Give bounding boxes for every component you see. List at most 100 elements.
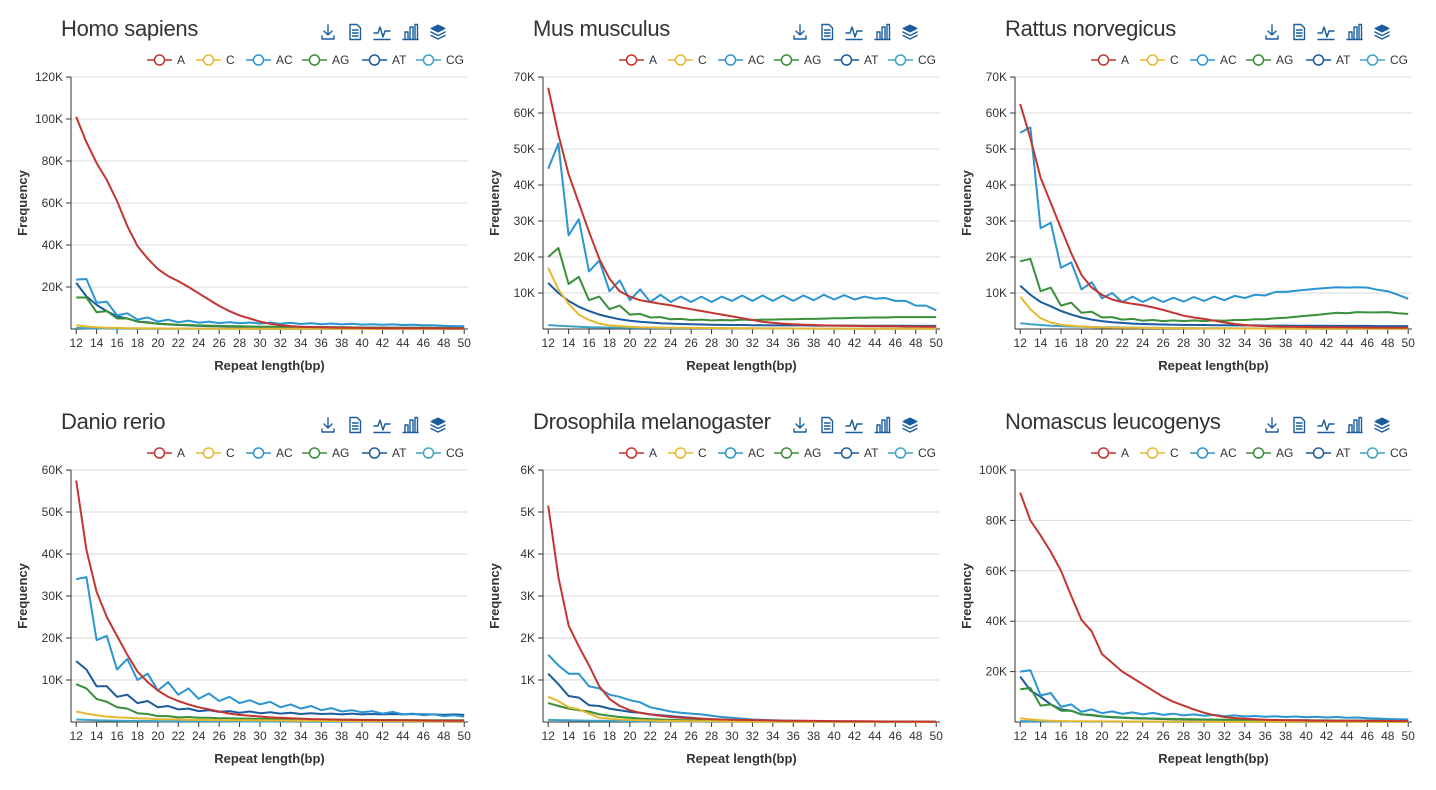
line-chart-icon[interactable]: [1316, 415, 1336, 435]
stack-icon[interactable]: [1372, 415, 1392, 435]
stack-icon[interactable]: [428, 22, 448, 42]
legend-item-cg[interactable]: CG: [1360, 53, 1408, 67]
line-chart-icon[interactable]: [844, 415, 864, 435]
series-line-ac[interactable]: [1020, 669, 1409, 721]
series-line-ag[interactable]: [547, 247, 937, 322]
legend-item-a[interactable]: A: [147, 446, 185, 460]
legend-item-cg[interactable]: CG: [888, 53, 936, 67]
x-tick-label: 28: [705, 729, 719, 743]
legend-item-ag[interactable]: AG: [774, 446, 821, 460]
legend-item-a[interactable]: A: [619, 446, 657, 460]
data-view-icon[interactable]: [345, 415, 365, 435]
download-icon[interactable]: [1262, 415, 1282, 435]
legend-item-a[interactable]: A: [147, 53, 185, 67]
x-tick-label: 36: [315, 729, 329, 743]
legend-item-c[interactable]: C: [668, 53, 707, 67]
legend-item-ag[interactable]: AG: [1246, 53, 1293, 67]
x-axis-label: Repeat length(bp): [686, 751, 797, 766]
download-icon[interactable]: [790, 415, 810, 435]
series-line-a[interactable]: [1019, 492, 1409, 723]
x-tick-label: 12: [70, 729, 84, 743]
legend-item-cg[interactable]: CG: [416, 53, 464, 67]
legend-item-at[interactable]: AT: [834, 446, 879, 460]
legend-item-ag[interactable]: AG: [302, 53, 349, 67]
legend-item-ac[interactable]: AC: [246, 53, 293, 67]
legend-circle-marker: [368, 447, 381, 459]
series-line-ac[interactable]: [547, 654, 937, 723]
legend-item-ag[interactable]: AG: [774, 53, 821, 67]
download-icon[interactable]: [1262, 22, 1282, 42]
series-line-ac[interactable]: [75, 576, 465, 718]
legend-item-ac[interactable]: AC: [246, 446, 293, 460]
legend-label: AG: [332, 53, 349, 67]
bar-chart-icon[interactable]: [1344, 415, 1364, 435]
legend-item-ac[interactable]: AC: [1190, 446, 1237, 460]
line-chart-icon[interactable]: [844, 22, 864, 42]
bar-chart-icon[interactable]: [400, 22, 420, 42]
data-view-icon[interactable]: [817, 22, 837, 42]
legend-item-at[interactable]: AT: [834, 53, 879, 67]
y-tick-label: 10K: [42, 673, 63, 687]
legend-item-cg[interactable]: CG: [1360, 446, 1408, 460]
series-line-c[interactable]: [1019, 295, 1409, 330]
line-chart-icon[interactable]: [372, 22, 392, 42]
y-tick-label: 40K: [514, 178, 535, 192]
series-line-c[interactable]: [75, 710, 465, 723]
legend-item-c[interactable]: C: [1140, 53, 1179, 67]
legend-item-at[interactable]: AT: [362, 53, 407, 67]
legend-circle-marker: [1252, 54, 1265, 66]
bar-chart-icon[interactable]: [872, 415, 892, 435]
series-line-at[interactable]: [75, 660, 465, 716]
legend-item-at[interactable]: AT: [1306, 53, 1351, 67]
chart-panel: Nomascus leucogenys A C AC AG AT CG 20K 40K 60K 80…: [944, 393, 1416, 785]
legend-item-ag[interactable]: AG: [1246, 446, 1293, 460]
legend-item-ac[interactable]: AC: [718, 446, 765, 460]
legend-item-a[interactable]: A: [619, 53, 657, 67]
legend-item-a[interactable]: A: [1091, 53, 1129, 67]
legend-item-c[interactable]: C: [196, 446, 235, 460]
legend-item-at[interactable]: AT: [362, 446, 407, 460]
legend-item-ag[interactable]: AG: [302, 446, 349, 460]
legend-item-ac[interactable]: AC: [718, 53, 765, 67]
series-line-ac[interactable]: [76, 278, 465, 328]
data-view-icon[interactable]: [345, 22, 365, 42]
data-view-icon[interactable]: [1289, 415, 1309, 435]
data-view-icon[interactable]: [1289, 22, 1309, 42]
legend-item-c[interactable]: C: [1140, 446, 1179, 460]
series-line-at[interactable]: [1019, 285, 1409, 328]
x-tick-label: 50: [930, 336, 944, 350]
bar-chart-icon[interactable]: [1344, 22, 1364, 42]
x-tick-label: 44: [1340, 336, 1354, 350]
series-line-a[interactable]: [547, 505, 937, 723]
legend-item-at[interactable]: AT: [1306, 446, 1351, 460]
data-view-icon[interactable]: [817, 415, 837, 435]
series-line-ac[interactable]: [547, 142, 937, 312]
y-tick-label: 6K: [520, 463, 535, 477]
legend-item-a[interactable]: A: [1091, 446, 1129, 460]
download-icon[interactable]: [318, 415, 338, 435]
legend-item-cg[interactable]: CG: [888, 446, 936, 460]
series-line-c[interactable]: [547, 267, 937, 330]
line-chart-icon[interactable]: [372, 415, 392, 435]
series-line-c[interactable]: [1020, 717, 1409, 723]
line-chart-icon[interactable]: [1316, 22, 1336, 42]
download-icon[interactable]: [790, 22, 810, 42]
stack-icon[interactable]: [1372, 22, 1392, 42]
legend-item-c[interactable]: C: [196, 53, 235, 67]
series-line-a[interactable]: [547, 87, 937, 328]
stack-icon[interactable]: [900, 415, 920, 435]
legend-item-cg[interactable]: CG: [416, 446, 464, 460]
legend-item-ac[interactable]: AC: [1190, 53, 1237, 67]
series-line-a[interactable]: [1019, 103, 1409, 329]
series-line-ac[interactable]: [1019, 126, 1409, 303]
x-tick-label: 30: [725, 336, 739, 350]
legend-item-c[interactable]: C: [668, 446, 707, 460]
stack-icon[interactable]: [428, 415, 448, 435]
series-line-a[interactable]: [75, 480, 465, 722]
series-line-a[interactable]: [75, 116, 465, 330]
x-tick-label: 50: [1402, 729, 1416, 743]
stack-icon[interactable]: [900, 22, 920, 42]
bar-chart-icon[interactable]: [400, 415, 420, 435]
download-icon[interactable]: [318, 22, 338, 42]
bar-chart-icon[interactable]: [872, 22, 892, 42]
